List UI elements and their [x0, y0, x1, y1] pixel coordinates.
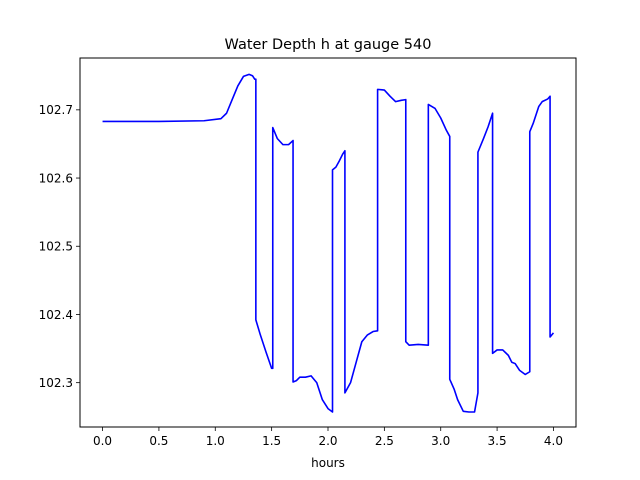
y-axis-ticks: 102.3 102.4 102.5 102.6 102.7 — [39, 103, 80, 390]
x-tick-label: 3.0 — [431, 434, 450, 448]
axes-frame — [79, 57, 577, 428]
x-tick-label: 1.0 — [206, 434, 225, 448]
chart-title: Water Depth h at gauge 540 — [225, 37, 432, 53]
y-tick-label: 102.5 — [39, 240, 73, 254]
x-tick-label: 1.5 — [262, 434, 281, 448]
x-tick-label: 2.5 — [375, 434, 394, 448]
x-tick-label: 3.5 — [488, 434, 507, 448]
y-tick-label: 102.4 — [39, 308, 73, 322]
x-axis-label: hours — [311, 456, 345, 470]
plot-area — [102, 73, 555, 413]
x-tick-label: 0.0 — [93, 434, 112, 448]
y-tick-label: 102.6 — [39, 171, 73, 185]
x-tick-label: 4.0 — [544, 434, 563, 448]
x-axis-ticks: 0.0 0.5 1.0 1.5 2.0 2.5 3.0 3.5 4.0 — [93, 427, 563, 448]
y-tick-label: 102.3 — [39, 376, 73, 390]
series-line-0 — [102, 73, 555, 413]
x-tick-label: 2.0 — [318, 434, 337, 448]
y-tick-label: 102.7 — [39, 103, 73, 117]
x-tick-label: 0.5 — [149, 434, 168, 448]
